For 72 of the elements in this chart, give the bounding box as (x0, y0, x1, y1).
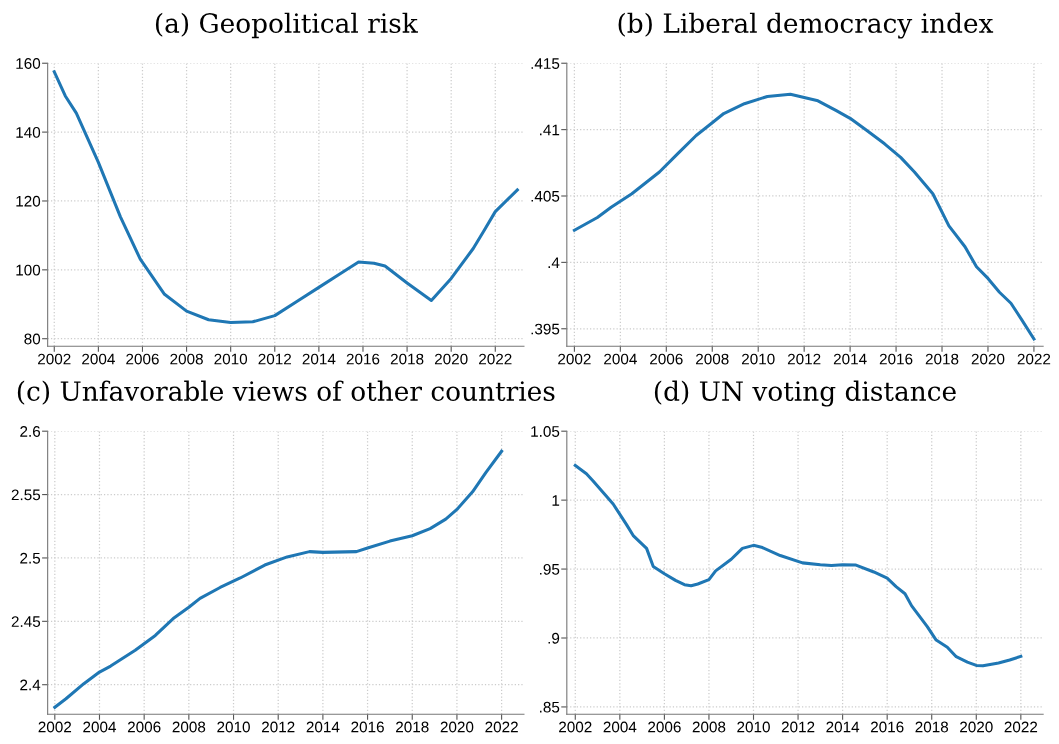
x-tick-label: 2020 (434, 353, 468, 365)
x-tick-label: 2012 (787, 353, 821, 365)
x-tick-label: 2006 (648, 721, 681, 733)
x-tick-label: 2004 (604, 353, 637, 365)
x-tick-label: 2018 (915, 721, 949, 733)
x-tick-label: 2002 (38, 721, 72, 733)
x-tick-label: 2016 (346, 353, 380, 365)
y-tick-label: .405 (531, 190, 560, 202)
x-tick-label: 2022 (1017, 353, 1051, 365)
x-tick-label: 2012 (781, 721, 815, 733)
x-tick-label: 2012 (258, 353, 292, 365)
x-tick-label: 2004 (82, 353, 115, 365)
x-tick-label: 2004 (83, 721, 117, 733)
y-tick-label: .395 (531, 323, 560, 335)
y-tick-label: .85 (540, 701, 560, 713)
x-tick-label: 2020 (971, 353, 1005, 365)
y-tick-label: 2.55 (11, 489, 41, 501)
x-tick-label: 2014 (302, 353, 336, 365)
x-tick-label: 2022 (479, 353, 512, 365)
x-tick-label: 2014 (826, 721, 860, 733)
x-tick-label: 2020 (440, 721, 474, 733)
y-tick-label: .9 (548, 632, 560, 644)
y-tick-label: .4 (548, 257, 560, 268)
line-series (573, 463, 1023, 668)
x-tick-label: 2022 (1004, 721, 1038, 733)
x-tick-label: 2008 (172, 721, 206, 733)
x-tick-label: 2010 (214, 353, 248, 365)
x-tick-label: 2018 (390, 353, 424, 365)
x-tick-label: 2016 (351, 721, 384, 733)
chart-title: (d) UN voting distance (654, 380, 956, 407)
y-tick-label: 1.05 (531, 426, 560, 437)
x-tick-label: 2006 (650, 353, 683, 365)
x-tick-label: 2010 (741, 353, 775, 365)
chart-title: (c) Unfavorable views of other countries (17, 380, 555, 405)
x-tick-label: 2016 (879, 353, 913, 365)
x-tick-label: 2022 (485, 721, 518, 733)
x-tick-label: 2002 (559, 721, 592, 733)
x-tick-label: 2008 (170, 353, 203, 365)
y-tick-label: 120 (16, 195, 41, 207)
y-tick-label: .95 (540, 563, 560, 575)
y-tick-label: 140 (16, 126, 41, 138)
x-tick-label: 2004 (603, 721, 637, 733)
x-tick-label: 2018 (396, 721, 429, 733)
y-tick-label: 2.6 (20, 426, 41, 437)
x-tick-label: 2014 (306, 721, 340, 733)
x-tick-label: 2014 (833, 353, 867, 365)
y-tick-label: .415 (531, 58, 560, 69)
y-tick-label: 2.45 (11, 616, 41, 628)
y-tick-label: 2.5 (20, 552, 41, 564)
x-tick-label: 2006 (126, 353, 159, 365)
y-tick-label: 160 (16, 58, 41, 69)
x-tick-label: 2008 (692, 721, 726, 733)
x-tick-label: 2008 (696, 353, 729, 365)
x-tick-label: 2006 (127, 721, 161, 733)
x-tick-label: 2002 (38, 353, 71, 365)
y-tick-label: 100 (16, 264, 41, 276)
y-tick-label: .41 (540, 124, 560, 136)
line-series (52, 70, 519, 325)
line-series (53, 449, 504, 709)
line-series (572, 92, 1036, 341)
y-tick-label: 2.4 (20, 679, 41, 691)
chart-title: (b) Liberal democracy index (618, 12, 994, 39)
x-tick-label: 2010 (737, 721, 770, 733)
x-tick-label: 2010 (217, 721, 250, 733)
x-tick-label: 2018 (925, 353, 959, 365)
x-tick-label: 2016 (870, 721, 904, 733)
x-tick-label: 2012 (261, 721, 295, 733)
y-tick-label: 1 (552, 495, 560, 506)
chart-title: (a) Geopolitical risk (155, 12, 418, 39)
y-tick-label: 80 (24, 333, 41, 345)
x-tick-label: 2020 (960, 721, 993, 733)
x-tick-label: 2002 (558, 353, 591, 365)
